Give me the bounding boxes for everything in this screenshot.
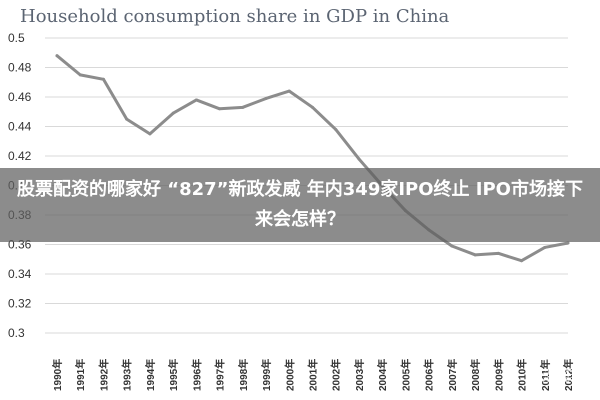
x-tick-label: 1997年 xyxy=(214,359,227,391)
data-point xyxy=(241,105,245,109)
grid-lines xyxy=(45,37,568,334)
x-tick-label: 2001年 xyxy=(307,359,320,391)
x-tick-label: 2005年 xyxy=(399,359,412,391)
data-point xyxy=(520,259,524,263)
y-tick-label: 0.48 xyxy=(8,61,32,75)
y-tick-label: 0.44 xyxy=(8,120,32,134)
data-point xyxy=(101,77,105,81)
data-point xyxy=(148,132,152,136)
x-tick-label: 1996年 xyxy=(190,359,203,391)
x-tick-label: 1994年 xyxy=(144,359,157,391)
data-point xyxy=(287,89,291,93)
data-point xyxy=(125,117,129,121)
data-point xyxy=(218,107,222,111)
y-tick-label: 0.46 xyxy=(8,90,32,104)
x-tick-label: 1992年 xyxy=(97,359,110,391)
data-point xyxy=(357,157,361,161)
x-tick-label: 2011年 xyxy=(539,359,552,391)
data-point xyxy=(334,127,338,131)
x-tick-label: 2003年 xyxy=(353,359,366,391)
x-tick-label: 1990年 xyxy=(51,359,64,391)
x-tick-label: 1991年 xyxy=(74,359,87,391)
y-tick-label: 0.42 xyxy=(8,149,32,163)
x-tick-label: 1995年 xyxy=(167,359,180,391)
x-tick-label: 1993年 xyxy=(121,359,134,391)
data-point xyxy=(473,253,477,257)
x-tick-label: 2000年 xyxy=(283,359,296,391)
x-axis-ticks: 1990年 1991年 1992年 1993年 1994年 1995年 1996年 1997年… xyxy=(51,359,575,391)
x-tick-label: 2008年 xyxy=(469,359,482,391)
y-tick-label: 0.34 xyxy=(8,267,32,281)
data-point xyxy=(496,251,500,255)
watermark-text: 前沿视察 xyxy=(528,369,584,385)
x-tick-label: 2012年 xyxy=(562,359,575,391)
data-point xyxy=(78,73,82,77)
headline-banner: 股票配资的哪家好 “827”新政发威 年内349家IPO终止 IPO市场接下来会… xyxy=(0,168,600,242)
data-point xyxy=(311,105,314,109)
data-point xyxy=(264,96,268,100)
y-tick-label: 0.32 xyxy=(8,297,32,311)
x-tick-label: 1998年 xyxy=(237,359,250,391)
headline-text: 股票配资的哪家好 “827”新政发威 年内349家IPO终止 IPO市场接下来会… xyxy=(17,179,583,230)
x-tick-label: 1999年 xyxy=(260,359,273,391)
data-point xyxy=(450,244,454,248)
x-tick-label: 2004年 xyxy=(376,359,389,391)
x-tick-label: 2009年 xyxy=(492,359,505,391)
x-tick-label: 2002年 xyxy=(330,359,343,391)
data-point xyxy=(171,111,175,115)
data-point xyxy=(543,245,547,249)
x-tick-label: 2007年 xyxy=(446,359,459,391)
data-point xyxy=(55,54,59,58)
y-tick-label: 0.5 xyxy=(8,31,25,45)
x-tick-label: 2010年 xyxy=(516,359,529,391)
chart-title: Household consumption share in GDP in Ch… xyxy=(20,6,450,27)
data-point xyxy=(194,98,198,102)
data-point xyxy=(566,241,570,245)
y-tick-label: 0.3 xyxy=(8,326,25,340)
x-tick-label: 2006年 xyxy=(423,359,436,391)
